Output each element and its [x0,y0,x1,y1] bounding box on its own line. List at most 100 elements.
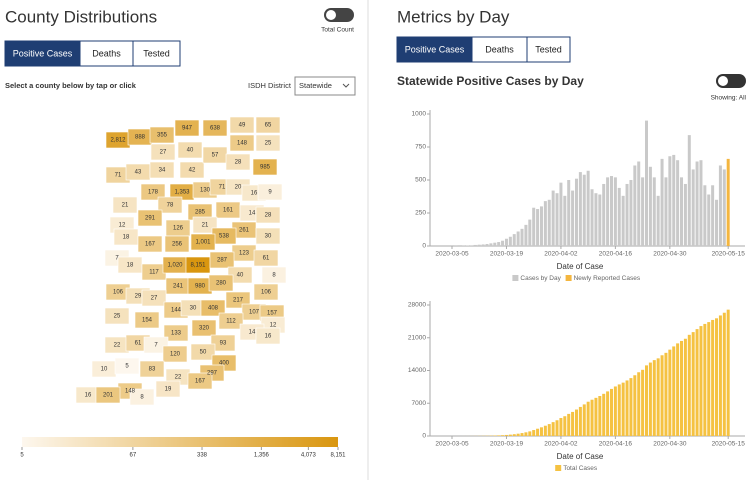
tab[interactable] [526,36,571,63]
county-label: 10 [101,367,108,373]
bar [656,195,660,246]
bar [571,190,575,246]
county[interactable] [140,183,166,201]
county[interactable] [190,233,216,251]
bar [539,427,543,436]
bar [586,170,590,246]
county-label: 117 [149,270,159,276]
county[interactable] [229,116,255,134]
bar [528,219,532,246]
county-label: 18 [123,235,130,241]
county[interactable] [163,324,189,342]
county[interactable] [253,249,279,267]
bar [637,161,641,246]
y-tick-label: 7000 [412,400,427,407]
county[interactable] [164,235,190,253]
county-label: 1,020 [167,263,183,269]
county[interactable] [225,153,251,171]
colorbar [22,437,338,447]
county[interactable] [137,235,163,253]
county[interactable] [134,311,160,329]
county-label: 7 [115,256,119,262]
county[interactable] [150,143,176,161]
county[interactable] [218,312,244,330]
bar [606,391,610,436]
county[interactable] [190,343,216,361]
county[interactable] [174,119,200,137]
county-label: 71 [115,173,122,179]
county[interactable] [255,206,281,224]
county[interactable] [141,289,167,307]
county[interactable] [229,134,255,152]
county[interactable] [137,209,163,227]
county[interactable] [112,196,138,214]
bar [508,434,512,436]
bar [648,362,652,436]
bar [574,178,578,246]
county[interactable] [157,196,183,214]
bar [683,183,687,246]
county[interactable] [200,299,226,317]
county[interactable] [255,116,281,134]
x-tick-label: 2020-04-30 [653,251,687,258]
county[interactable] [187,372,213,390]
bar [660,158,664,246]
county-label: 157 [267,311,278,317]
county-label: 16 [265,334,272,340]
county[interactable] [255,134,281,152]
bar [497,435,501,436]
county[interactable] [253,283,279,301]
county[interactable] [257,183,283,201]
county-label: 261 [239,228,250,234]
county[interactable] [129,388,155,406]
bar [718,315,722,436]
bar [578,172,582,246]
y-tick-label: 500 [415,177,426,184]
county[interactable] [209,251,235,269]
county-label: 21 [202,223,209,229]
county[interactable] [104,307,130,325]
county[interactable] [149,161,175,179]
county[interactable] [208,274,234,292]
county[interactable] [114,357,140,375]
county-label: 167 [195,379,206,385]
bar [641,177,645,246]
county-label: 30 [190,306,197,312]
county[interactable] [149,126,175,144]
tab[interactable] [4,40,81,67]
county-label: 178 [148,190,159,196]
bar [617,187,621,246]
county[interactable] [252,158,278,176]
bar [559,182,563,246]
tab-label: Positive Cases [13,48,73,58]
county[interactable] [162,345,188,363]
county-label: 78 [167,203,174,209]
tab[interactable] [132,40,181,67]
county[interactable] [255,227,281,245]
y-tick-label: 28000 [408,302,426,309]
tab[interactable] [471,36,528,63]
bar [660,355,664,436]
county[interactable] [179,161,205,179]
x-tick-label: 2020-03-05 [435,441,469,448]
county[interactable] [143,336,169,354]
county[interactable] [261,266,287,284]
county[interactable] [202,119,228,137]
county[interactable] [139,360,165,378]
bar [469,245,473,246]
x-tick-label: 2020-03-19 [490,441,524,448]
county[interactable] [177,141,203,159]
y-tick-label: 1000 [412,111,427,118]
county-label: 40 [237,273,244,279]
county-label: 71 [219,185,226,191]
county[interactable] [210,334,236,352]
county[interactable] [155,380,181,398]
county[interactable] [192,216,218,234]
county[interactable] [95,386,121,404]
county[interactable] [255,327,281,345]
county-label: 14 [249,330,256,336]
district-select[interactable] [294,76,356,96]
tab[interactable] [79,40,134,67]
county[interactable] [191,319,217,337]
